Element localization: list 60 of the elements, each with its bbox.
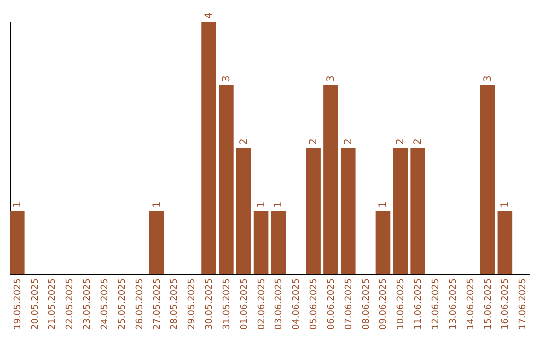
x-tick-label: 28.05.2025 [170,278,180,330]
data-label: 3 [482,76,494,82]
bar [306,148,321,274]
data-label: 4 [204,12,216,19]
x-tick-label: 05.06.2025 [310,278,320,330]
x-tick-label: 01.06.2025 [240,278,250,330]
bar [219,85,234,274]
x-tick-label: 30.05.2025 [205,278,216,330]
data-label: 3 [326,76,337,82]
x-tick-label: 20.05.2025 [30,278,41,330]
bar [254,211,269,274]
bar [236,148,252,274]
bar [480,85,496,274]
x-tick-label: 07.06.2025 [344,278,354,330]
bar [340,148,356,274]
bar [149,211,164,274]
data-label: 2 [308,138,320,145]
x-tick-label: 13.06.2025 [448,278,459,330]
data-label: 1 [12,202,24,208]
bar [324,85,338,274]
data-label: 3 [221,76,232,82]
bar [376,211,391,274]
x-tick-label: 08.06.2025 [362,278,372,330]
bar [498,211,513,274]
bar [410,148,426,274]
bar [271,211,286,274]
x-tick-label: 11.06.2025 [414,278,424,330]
bar [10,211,25,274]
x-tick-label: 22.05.2025 [66,278,76,330]
data-label: 1 [500,202,512,208]
x-tick-label: 27.05.2025 [152,278,163,330]
data-label: 2 [343,138,354,145]
x-tick-label: 03.06.2025 [274,278,285,330]
data-label: 1 [256,202,268,208]
x-tick-label: 24.05.2025 [100,278,111,330]
x-tick-label: 29.05.2025 [188,278,198,330]
data-label: 1 [378,202,390,208]
x-tick-label: 26.05.2025 [135,278,146,330]
x-tick-label: 15.06.2025 [484,278,494,330]
x-tick-label: 23.05.2025 [83,278,94,330]
data-label: 2 [396,138,407,145]
x-tick-label: 10.06.2025 [396,278,407,330]
x-tick-label: 16.06.2025 [501,278,512,330]
data-label: 2 [238,138,250,145]
x-tick-label: 25.05.2025 [118,278,128,330]
x-tick-label: 17.06.2025 [518,278,529,330]
data-label: 2 [413,138,424,145]
x-tick-label: 02.06.2025 [257,278,268,330]
x-tick-label: 12.06.2025 [431,278,442,330]
x-tick-label: 14.06.2025 [466,278,476,330]
x-tick-label: 06.06.2025 [326,278,337,330]
data-label: 1 [152,202,163,208]
x-tick-label: 31.05.2025 [222,278,232,330]
bar [393,148,408,274]
x-tick-label: 21.05.2025 [48,278,58,330]
data-label: 1 [274,202,285,208]
x-tick-label: 19.05.2025 [13,278,24,330]
x-tick-label: 04.06.2025 [292,278,302,330]
bar [202,22,216,274]
x-tick-label: 09.06.2025 [379,278,390,330]
